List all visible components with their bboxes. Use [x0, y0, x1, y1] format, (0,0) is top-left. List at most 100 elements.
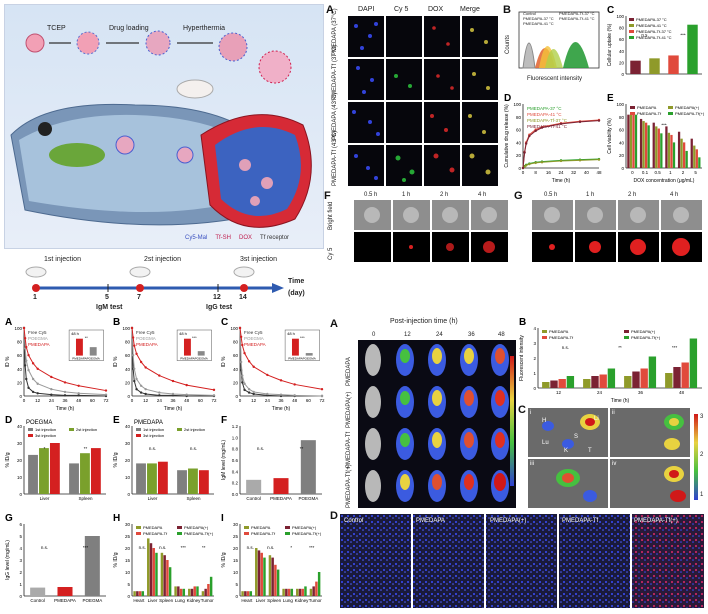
- legend-entry: PMEDAPA-Tf-41 °C: [636, 35, 672, 40]
- legend-entry: 2st injection: [76, 427, 97, 432]
- inset-title: 48 h: [287, 331, 295, 336]
- panel-label-C-organs: C: [518, 404, 526, 416]
- legend-swatch: [28, 434, 33, 437]
- legend-entry: PMEDAPA(+): [631, 329, 656, 334]
- y-tick-label: 40: [619, 49, 625, 54]
- y-tick-label: 0: [127, 594, 130, 599]
- data-point: [559, 122, 563, 126]
- x-axis-label: Time (h): [611, 398, 630, 404]
- bar: [652, 122, 655, 168]
- panel-label: E: [607, 93, 614, 104]
- bar: [672, 142, 676, 168]
- inset-category: POEGMA: [303, 357, 316, 361]
- invivo-time-4: 48: [498, 332, 505, 338]
- legend-entry: PMEDAPA-Tf(+): [675, 111, 705, 116]
- y-tick-label: 20: [233, 546, 239, 551]
- bar: [296, 588, 299, 596]
- significance-annotation: n.s.: [267, 545, 274, 550]
- data-point: [266, 392, 269, 396]
- invivo-row-2: PMEDAPA-Tf: [346, 431, 352, 468]
- flow-xlabel: Fluorescent intensity: [527, 76, 583, 82]
- bar: [673, 367, 681, 388]
- significance-annotation: ***: [309, 545, 315, 550]
- y-tick-label: 0.2: [232, 481, 239, 486]
- legend-swatch: [136, 532, 141, 535]
- bar: [695, 149, 698, 168]
- x-tick-label: Tumor: [309, 598, 322, 603]
- inset-bar: [89, 347, 97, 356]
- organ-quad-iii: iii: [530, 461, 534, 467]
- legend-entry: PMEDAPA-Tf-37 °C: [636, 29, 672, 34]
- bar: [174, 586, 177, 596]
- x-tick-label: 5: [694, 170, 697, 175]
- data-point: [23, 337, 27, 340]
- data-point: [293, 383, 296, 386]
- data-point: [31, 362, 35, 365]
- bar: [177, 586, 180, 596]
- legend-swatch: [244, 532, 249, 535]
- significance-annotation: ***: [680, 32, 686, 37]
- organs-scale-1: 1: [700, 492, 704, 498]
- y-tick-label: 4: [533, 326, 536, 331]
- y-tick-label: 40: [125, 424, 131, 429]
- data-point: [144, 392, 147, 396]
- confocal-F-row-cy5: Cy 5: [328, 247, 334, 260]
- bar: [667, 132, 671, 168]
- x-tick-label: Spleen: [78, 496, 93, 501]
- invivo-row-1: PMEDAPA(+): [346, 391, 352, 428]
- timeline-time: Time: [288, 278, 305, 285]
- series-line: [131, 327, 215, 391]
- bar: [665, 373, 673, 388]
- y-tick-label: 40: [17, 367, 23, 372]
- x-tick-label: Spleen: [267, 598, 282, 603]
- bar: [315, 581, 318, 596]
- bar: [80, 453, 90, 494]
- invivo-header: Post-injection time (h): [390, 318, 458, 325]
- y-tick-label: 4: [19, 546, 22, 551]
- y-axis-label: Cellular uptake (%): [607, 23, 613, 66]
- x-axis-label: Time (h): [164, 406, 183, 412]
- y-axis-label: Fluorescent intensity: [519, 335, 525, 381]
- bar: [624, 376, 632, 388]
- timeline-inj-1: 1st injection: [44, 256, 81, 263]
- x-tick-label: Lung: [283, 598, 294, 603]
- flow-legend-2: PMEDAPA-41 °C: [523, 21, 554, 26]
- data-point: [133, 367, 136, 370]
- legend-entry: POEGMA: [28, 336, 48, 341]
- legend-swatch: [28, 428, 33, 431]
- bar: [260, 552, 263, 596]
- legend-entry: PMEDAPA-Tf-37 °C: [527, 118, 568, 123]
- confocal-F-row-bf: Bright field: [328, 201, 334, 230]
- x-tick-label: 12: [35, 398, 41, 403]
- bar: [657, 128, 660, 168]
- chart-biod-H: H 0 5 10 15 20 25 30 % ID/g Heart Liver Spleen Lung K…: [113, 513, 214, 603]
- data-point: [104, 389, 108, 392]
- y-tick-label: 20: [125, 458, 131, 463]
- bar: [304, 586, 307, 596]
- data-point: [77, 384, 80, 387]
- y-tick-label: 0: [19, 394, 22, 399]
- panel-label-A-micro: A: [326, 4, 334, 16]
- y-axis-label: ID %: [113, 356, 119, 367]
- data-point: [528, 162, 531, 166]
- x-tick-label: 0.1: [642, 170, 649, 175]
- bar: [665, 126, 668, 168]
- chart-biod-D: D POEGMA 0 10 20 30 40 % ID/g Liver Spleen 1st inj…: [5, 415, 106, 501]
- flow-ylabel: Counts: [505, 34, 511, 54]
- y-tick-label: 2: [533, 356, 536, 361]
- tissue-label-0: Control: [344, 518, 364, 524]
- schematic-panel: TCEP Drug loading Hyperthermia Cy5-Mal T…: [4, 4, 324, 249]
- inset-category: POEGMA: [195, 357, 208, 361]
- data-point: [247, 391, 251, 394]
- bar: [677, 131, 681, 168]
- timeline-day-7: 7: [137, 294, 141, 301]
- bar: [599, 374, 607, 388]
- bar: [190, 588, 194, 596]
- panel-label: G: [5, 513, 13, 524]
- y-tick-label: 100: [230, 326, 238, 331]
- bar: [683, 142, 686, 168]
- bar: [317, 572, 321, 596]
- data-point: [25, 377, 28, 381]
- x-tick-label: 24: [49, 398, 55, 403]
- bar: [57, 587, 73, 596]
